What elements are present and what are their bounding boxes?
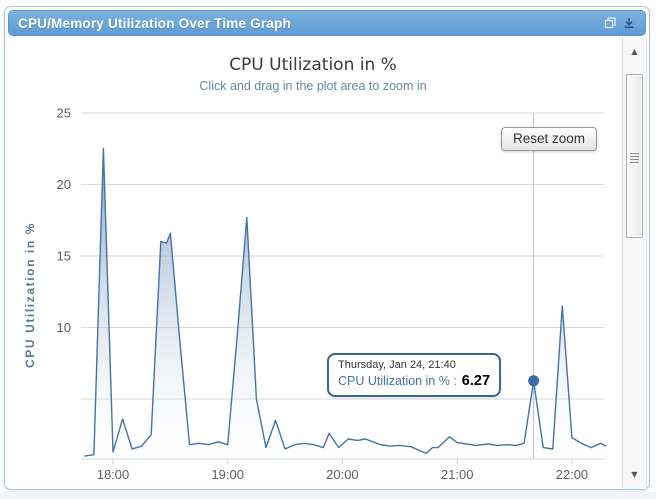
- panel-header-actions: [604, 17, 645, 29]
- scrollbar-grip-icon: [630, 156, 639, 157]
- reset-zoom-button[interactable]: Reset zoom: [501, 127, 598, 151]
- y-axis-tick-label: 20: [57, 177, 71, 192]
- hover-point-marker[interactable]: [528, 375, 540, 387]
- x-axis-tick-label: 20:00: [326, 467, 359, 482]
- vertical-scrollbar[interactable]: ▲ ▼: [622, 37, 647, 489]
- chart-area: 10 15 20 25 18:00 19:00 20:00 21:00 22:00 CPU Ut…: [11, 37, 623, 489]
- area-fill: [84, 148, 607, 459]
- scrollbar-thumb[interactable]: [626, 74, 643, 238]
- page-bottom-strip: [0, 492, 656, 499]
- x-axis-tick-label: 19:00: [211, 467, 244, 482]
- scroll-up-icon[interactable]: ▲: [631, 47, 638, 56]
- plot-area[interactable]: 10 15 20 25 18:00 19:00 20:00 21:00 22:00: [11, 37, 623, 489]
- download-icon[interactable]: [623, 17, 635, 29]
- scroll-down-icon[interactable]: ▼: [631, 470, 638, 479]
- y-axis-tick-label: 25: [57, 106, 71, 121]
- popout-icon[interactable]: [604, 17, 616, 29]
- x-axis-tick-label: 21:00: [441, 467, 474, 482]
- panel-title: CPU/Memory Utilization Over Time Graph: [18, 15, 291, 31]
- panel-header: CPU/Memory Utilization Over Time Graph: [8, 10, 646, 36]
- x-axis-tick-label: 18:00: [97, 467, 130, 482]
- portlet-panel: CPU/Memory Utilization Over Time Graph 1…: [4, 6, 650, 490]
- series-line: [84, 148, 607, 457]
- chart-subtitle: Click and drag in the plot area to zoom …: [199, 79, 427, 93]
- y-axis-tick-label: 10: [57, 320, 71, 335]
- y-axis-tick-label: 15: [57, 249, 71, 264]
- x-axis-tick-label: 22:00: [556, 467, 589, 482]
- y-axis-title: CPU Utilization in %: [23, 222, 37, 368]
- chart-title: CPU Utilization in %: [229, 55, 397, 75]
